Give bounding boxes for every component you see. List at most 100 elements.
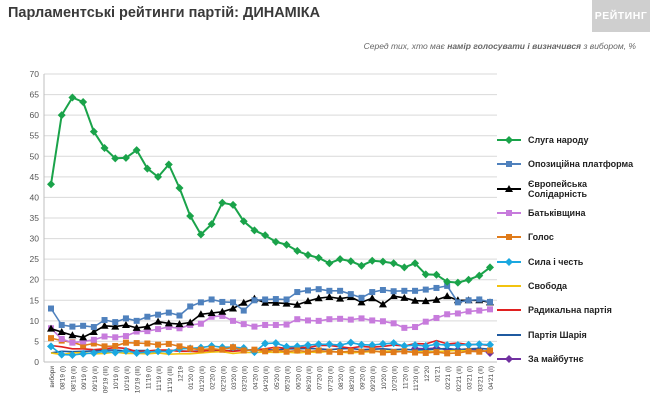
series-3-point [239, 298, 248, 306]
series-1-point [89, 127, 98, 136]
series-4-point [358, 315, 365, 322]
x-tick-label: 12'20 [424, 366, 431, 382]
x-tick-label: 04'20 (II) [263, 366, 270, 391]
series-2-point [369, 289, 376, 296]
series-1-point [314, 253, 323, 262]
series-2-point [422, 286, 429, 293]
series-3-point [47, 324, 55, 332]
y-tick-label: 25 [30, 254, 40, 264]
series-5-point [347, 348, 354, 355]
series-3-point [68, 331, 77, 339]
series-1-point [303, 251, 312, 260]
series-6-point [68, 351, 77, 360]
series-2-point [294, 289, 301, 296]
series-3-point [100, 321, 109, 329]
series-1-point [250, 226, 259, 235]
series-1-point [432, 270, 441, 279]
y-tick-label: 40 [30, 192, 40, 202]
legend-label: Радикальна партія [528, 305, 612, 316]
series-4-point [230, 317, 237, 324]
series-1-point [293, 246, 302, 255]
series-2-point [379, 287, 386, 293]
x-tick-label: 10'20 (I) [381, 366, 388, 390]
x-tick-label: 08'19 (I) [60, 366, 67, 390]
series-1-point [79, 97, 88, 106]
series-6-point [486, 340, 494, 349]
x-tick-label: 09'19 (III) [103, 366, 110, 393]
series-4-point [487, 306, 493, 313]
series-6-point [432, 340, 441, 349]
legend-label: Голос [528, 232, 554, 243]
series-6-point [389, 339, 398, 348]
series-4-point [304, 317, 311, 324]
series-5-point [358, 348, 365, 355]
legend-item: Сила і честь [496, 249, 646, 273]
series-5-point [176, 343, 183, 350]
series-5-point [133, 340, 140, 347]
series-1-point [421, 270, 430, 279]
series-2-point [401, 287, 408, 294]
series-5-point [80, 342, 87, 349]
series-2-point [122, 315, 129, 322]
series-5-point [465, 348, 472, 355]
series-2-point [454, 299, 461, 306]
series-1-point [57, 111, 66, 120]
series-5-point [240, 347, 247, 354]
series-2-point [283, 296, 290, 303]
series-2-point [144, 313, 151, 320]
x-tick-label: 09'19 (II) [92, 366, 99, 391]
x-tick-label: 01'20 (I) [188, 366, 195, 390]
x-tick-label: вибори [48, 366, 56, 388]
series-1-point [464, 275, 473, 284]
x-tick-label: 04'21 (I) [488, 366, 495, 390]
series-1-point [261, 231, 270, 240]
series-2-point [476, 296, 483, 303]
series-1-point [378, 257, 387, 266]
series-4-point [315, 317, 322, 324]
legend-swatch [497, 210, 521, 217]
x-tick-label: 06'20 (I) [295, 366, 302, 390]
x-tick-label: 03'21 (I) [467, 366, 474, 390]
series-6-point [57, 350, 66, 359]
series-2-point [304, 287, 311, 294]
series-5-point [197, 346, 204, 353]
series-4-point [90, 336, 97, 343]
series-6-point [421, 341, 430, 350]
series-1-point [486, 263, 494, 272]
series-3-point [336, 294, 345, 302]
series-6-point [47, 342, 55, 351]
x-tick-label: 05'20 (I) [274, 366, 281, 390]
series-6-point [164, 347, 173, 356]
legend-swatch [497, 333, 521, 336]
series-4-point [112, 334, 119, 341]
series-4-point [272, 321, 279, 328]
series-1-point [475, 271, 484, 280]
series-5-point [155, 341, 162, 348]
series-4-point [165, 324, 172, 331]
series-6-point [111, 348, 120, 357]
series-3-point [421, 297, 430, 305]
series-4-point [80, 338, 87, 345]
legend-item: Європейська Солідарність [496, 177, 646, 201]
legend-swatch [497, 354, 521, 363]
series-4-point [369, 317, 376, 324]
series-4-point [465, 308, 472, 315]
series-1-point [368, 256, 377, 265]
series-1-point [282, 240, 291, 249]
series-2-point [433, 284, 440, 291]
rating-logo: РЕЙТИНГ [592, 0, 650, 32]
series-5-point [230, 344, 237, 351]
series-1-point [346, 257, 355, 266]
series-5-point [262, 348, 269, 355]
series-3-point [282, 299, 291, 307]
series-3-point [411, 296, 420, 304]
series-3-point [89, 327, 98, 335]
series-5-point [326, 348, 333, 355]
series-2-point [272, 296, 279, 303]
legend-swatch [497, 184, 521, 192]
series-6-point [303, 341, 312, 350]
x-tick-label: 02'20 (I) [210, 366, 217, 390]
series-2-point [69, 323, 76, 330]
series-1-point [164, 160, 173, 169]
